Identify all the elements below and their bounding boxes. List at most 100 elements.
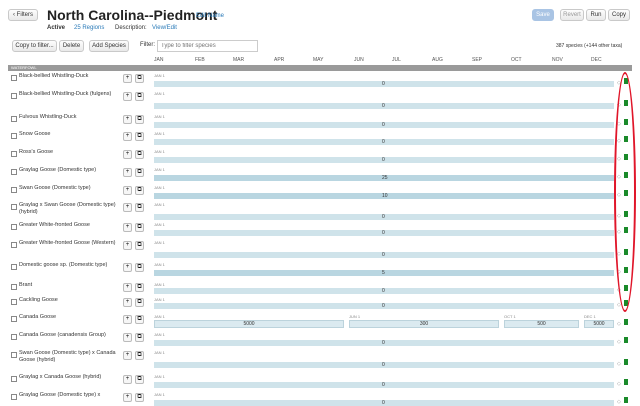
abundance-segment[interactable]: 5000 [584, 320, 614, 328]
species-checkbox[interactable] [11, 93, 17, 99]
abundance-bar[interactable]: 0 [154, 362, 614, 368]
adjust-handle[interactable]: ◇ [617, 361, 621, 367]
copy-icon[interactable]: ⧉ [135, 315, 144, 324]
abundance-bar[interactable]: 0 [154, 230, 614, 236]
adjust-handle[interactable]: ◇ [617, 302, 621, 308]
plus-icon[interactable]: + [123, 393, 132, 402]
save-button[interactable]: Save [532, 9, 554, 21]
species-checkbox[interactable] [11, 394, 17, 400]
species-checkbox[interactable] [11, 133, 17, 139]
plus-icon[interactable]: + [123, 375, 132, 384]
adjust-handle[interactable]: ◇ [617, 339, 621, 345]
green-square-icon[interactable] [624, 397, 628, 403]
species-checkbox[interactable] [11, 116, 17, 122]
abundance-bar[interactable]: 0 [154, 340, 614, 346]
copy-icon[interactable]: ⧉ [135, 375, 144, 384]
species-checkbox[interactable] [11, 224, 17, 230]
green-square-icon[interactable] [624, 359, 628, 365]
abundance-bar[interactable]: 5 [154, 270, 614, 276]
copy-icon[interactable]: ⧉ [135, 263, 144, 272]
species-checkbox[interactable] [11, 299, 17, 305]
plus-icon[interactable]: + [123, 92, 132, 101]
revert-button[interactable]: Revert [560, 9, 584, 21]
edit-name-link[interactable]: Edit Name [196, 13, 225, 19]
adjust-handle[interactable]: ◇ [617, 321, 621, 327]
abundance-segment[interactable]: 5000 [154, 320, 344, 328]
green-square-icon[interactable] [624, 337, 628, 343]
copy-icon[interactable]: ⧉ [135, 241, 144, 250]
plus-icon[interactable]: + [123, 263, 132, 272]
abundance-bar[interactable]: 0 [154, 139, 614, 145]
species-checkbox[interactable] [11, 352, 17, 358]
plus-icon[interactable]: + [123, 186, 132, 195]
abundance-bar[interactable]: 0 [154, 81, 614, 87]
species-checkbox[interactable] [11, 376, 17, 382]
plus-icon[interactable]: + [123, 241, 132, 250]
copy-icon[interactable]: ⧉ [135, 74, 144, 83]
segment-value: 5000 [593, 321, 605, 327]
abundance-segment[interactable]: 500 [504, 320, 579, 328]
copy-icon[interactable]: ⧉ [135, 351, 144, 360]
copy-icon[interactable]: ⧉ [135, 393, 144, 402]
copy-icon[interactable]: ⧉ [135, 223, 144, 232]
plus-icon[interactable]: + [123, 298, 132, 307]
abundance-bar[interactable]: 0 [154, 382, 614, 388]
copy-icon[interactable]: ⧉ [135, 203, 144, 212]
copy-icon[interactable]: ⧉ [135, 132, 144, 141]
run-button[interactable]: Run [586, 9, 606, 21]
plus-icon[interactable]: + [123, 203, 132, 212]
abundance-bar[interactable]: 0 [154, 400, 614, 406]
copy-icon[interactable]: ⧉ [135, 92, 144, 101]
plus-icon[interactable]: + [123, 150, 132, 159]
species-checkbox[interactable] [11, 334, 17, 340]
copy-icon[interactable]: ⧉ [135, 115, 144, 124]
abundance-bar[interactable]: 0 [154, 214, 614, 220]
species-checkbox[interactable] [11, 187, 17, 193]
view-edit-link[interactable]: View/Edit [152, 25, 177, 31]
copy-icon[interactable]: ⧉ [135, 168, 144, 177]
plus-icon[interactable]: + [123, 283, 132, 292]
species-checkbox[interactable] [11, 316, 17, 322]
copy-icon[interactable]: ⧉ [135, 283, 144, 292]
green-square-icon[interactable] [624, 379, 628, 385]
species-checkbox[interactable] [11, 284, 17, 290]
copy-icon[interactable]: ⧉ [135, 150, 144, 159]
regions-link[interactable]: 25 Regions [74, 25, 105, 31]
plus-icon[interactable]: + [123, 333, 132, 342]
filter-species-input[interactable] [157, 40, 258, 52]
plus-icon[interactable]: + [123, 223, 132, 232]
filters-back-button[interactable]: ‹ Filters [8, 9, 38, 21]
abundance-bar[interactable]: 0 [154, 157, 614, 163]
copy-to-filter-button[interactable]: Copy to filter... [12, 40, 57, 52]
species-name: Swan Goose (Domestic type) x Canada Goos… [19, 350, 116, 363]
delete-button[interactable]: Delete [59, 40, 84, 52]
adjust-handle[interactable]: ◇ [617, 80, 621, 86]
add-species-button[interactable]: Add Species [89, 40, 129, 52]
species-checkbox[interactable] [11, 204, 17, 210]
plus-icon[interactable]: + [123, 315, 132, 324]
copy-button[interactable]: Copy [608, 9, 630, 21]
abundance-bar[interactable]: 0 [154, 122, 614, 128]
species-checkbox[interactable] [11, 242, 17, 248]
abundance-bar[interactable]: 0 [154, 303, 614, 309]
green-square-icon[interactable] [624, 319, 628, 325]
plus-icon[interactable]: + [123, 132, 132, 141]
adjust-handle[interactable]: ◇ [617, 381, 621, 387]
plus-icon[interactable]: + [123, 115, 132, 124]
species-checkbox[interactable] [11, 264, 17, 270]
species-checkbox[interactable] [11, 75, 17, 81]
plus-icon[interactable]: + [123, 74, 132, 83]
abundance-bar[interactable]: 0 [154, 103, 614, 109]
abundance-segment[interactable]: 300 [349, 320, 499, 328]
abundance-bar[interactable]: 25 [154, 175, 614, 181]
abundance-bar[interactable]: 0 [154, 288, 614, 294]
species-checkbox[interactable] [11, 169, 17, 175]
plus-icon[interactable]: + [123, 351, 132, 360]
species-checkbox[interactable] [11, 151, 17, 157]
abundance-bar[interactable]: 0 [154, 252, 614, 258]
copy-icon[interactable]: ⧉ [135, 298, 144, 307]
plus-icon[interactable]: + [123, 168, 132, 177]
copy-icon[interactable]: ⧉ [135, 186, 144, 195]
copy-icon[interactable]: ⧉ [135, 333, 144, 342]
abundance-bar[interactable]: 10 [154, 193, 614, 199]
